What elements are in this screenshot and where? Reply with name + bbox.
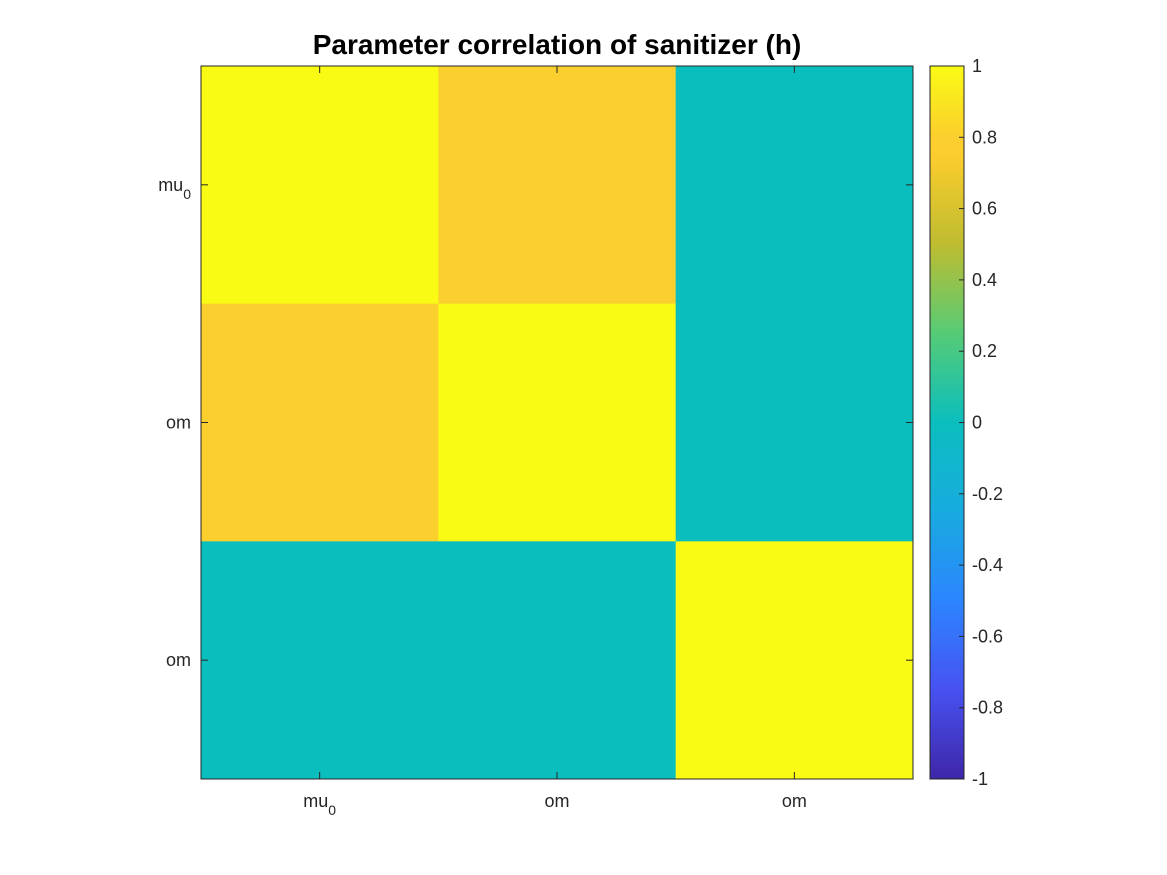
y-tick-label: mu0 <box>158 175 191 202</box>
colorbar-tick-label: -0.6 <box>972 626 1003 646</box>
heatmap-cells <box>201 66 914 780</box>
axis-ticks: mu0 om om mu0 om om <box>158 66 913 818</box>
x-tick-label: mu0 <box>303 791 336 818</box>
colorbar-tick-label: 0.6 <box>972 199 997 219</box>
heatmap-cell <box>675 303 914 542</box>
colorbar-gradient <box>930 66 964 779</box>
heatmap-cell <box>438 541 677 780</box>
y-tick-label: om <box>166 650 191 670</box>
heatmap-cell <box>675 66 914 305</box>
colorbar-tick-label: -0.8 <box>972 698 1003 718</box>
colorbar-tick-label: 0.2 <box>972 341 997 361</box>
colorbar-tick-label: 1 <box>972 56 982 76</box>
heatmap-cell <box>201 66 439 305</box>
heatmap-cell <box>438 66 677 305</box>
x-tick-label: om <box>544 791 569 811</box>
chart-title: Parameter correlation of sanitizer (h) <box>313 29 802 60</box>
colorbar-tick-label: -0.4 <box>972 555 1003 575</box>
heatmap-cell <box>201 541 439 780</box>
colorbar-tick-label: 0.4 <box>972 270 997 290</box>
heatmap-cell <box>201 303 439 542</box>
colorbar-tick-label: 0 <box>972 413 982 433</box>
colorbar-tick-label: 0.8 <box>972 127 997 147</box>
colorbar-tick-label: -1 <box>972 769 988 789</box>
heatmap-cell <box>675 541 914 780</box>
x-tick-label: om <box>782 791 807 811</box>
y-tick-label: om <box>166 413 191 433</box>
colorbar: 1 0.8 0.6 0.4 0.2 0 -0.2 -0.4 -0.6 -0.8 -1 <box>929 56 1003 789</box>
heatmap-cell <box>438 303 677 542</box>
colorbar-tick-label: -0.2 <box>972 484 1003 504</box>
